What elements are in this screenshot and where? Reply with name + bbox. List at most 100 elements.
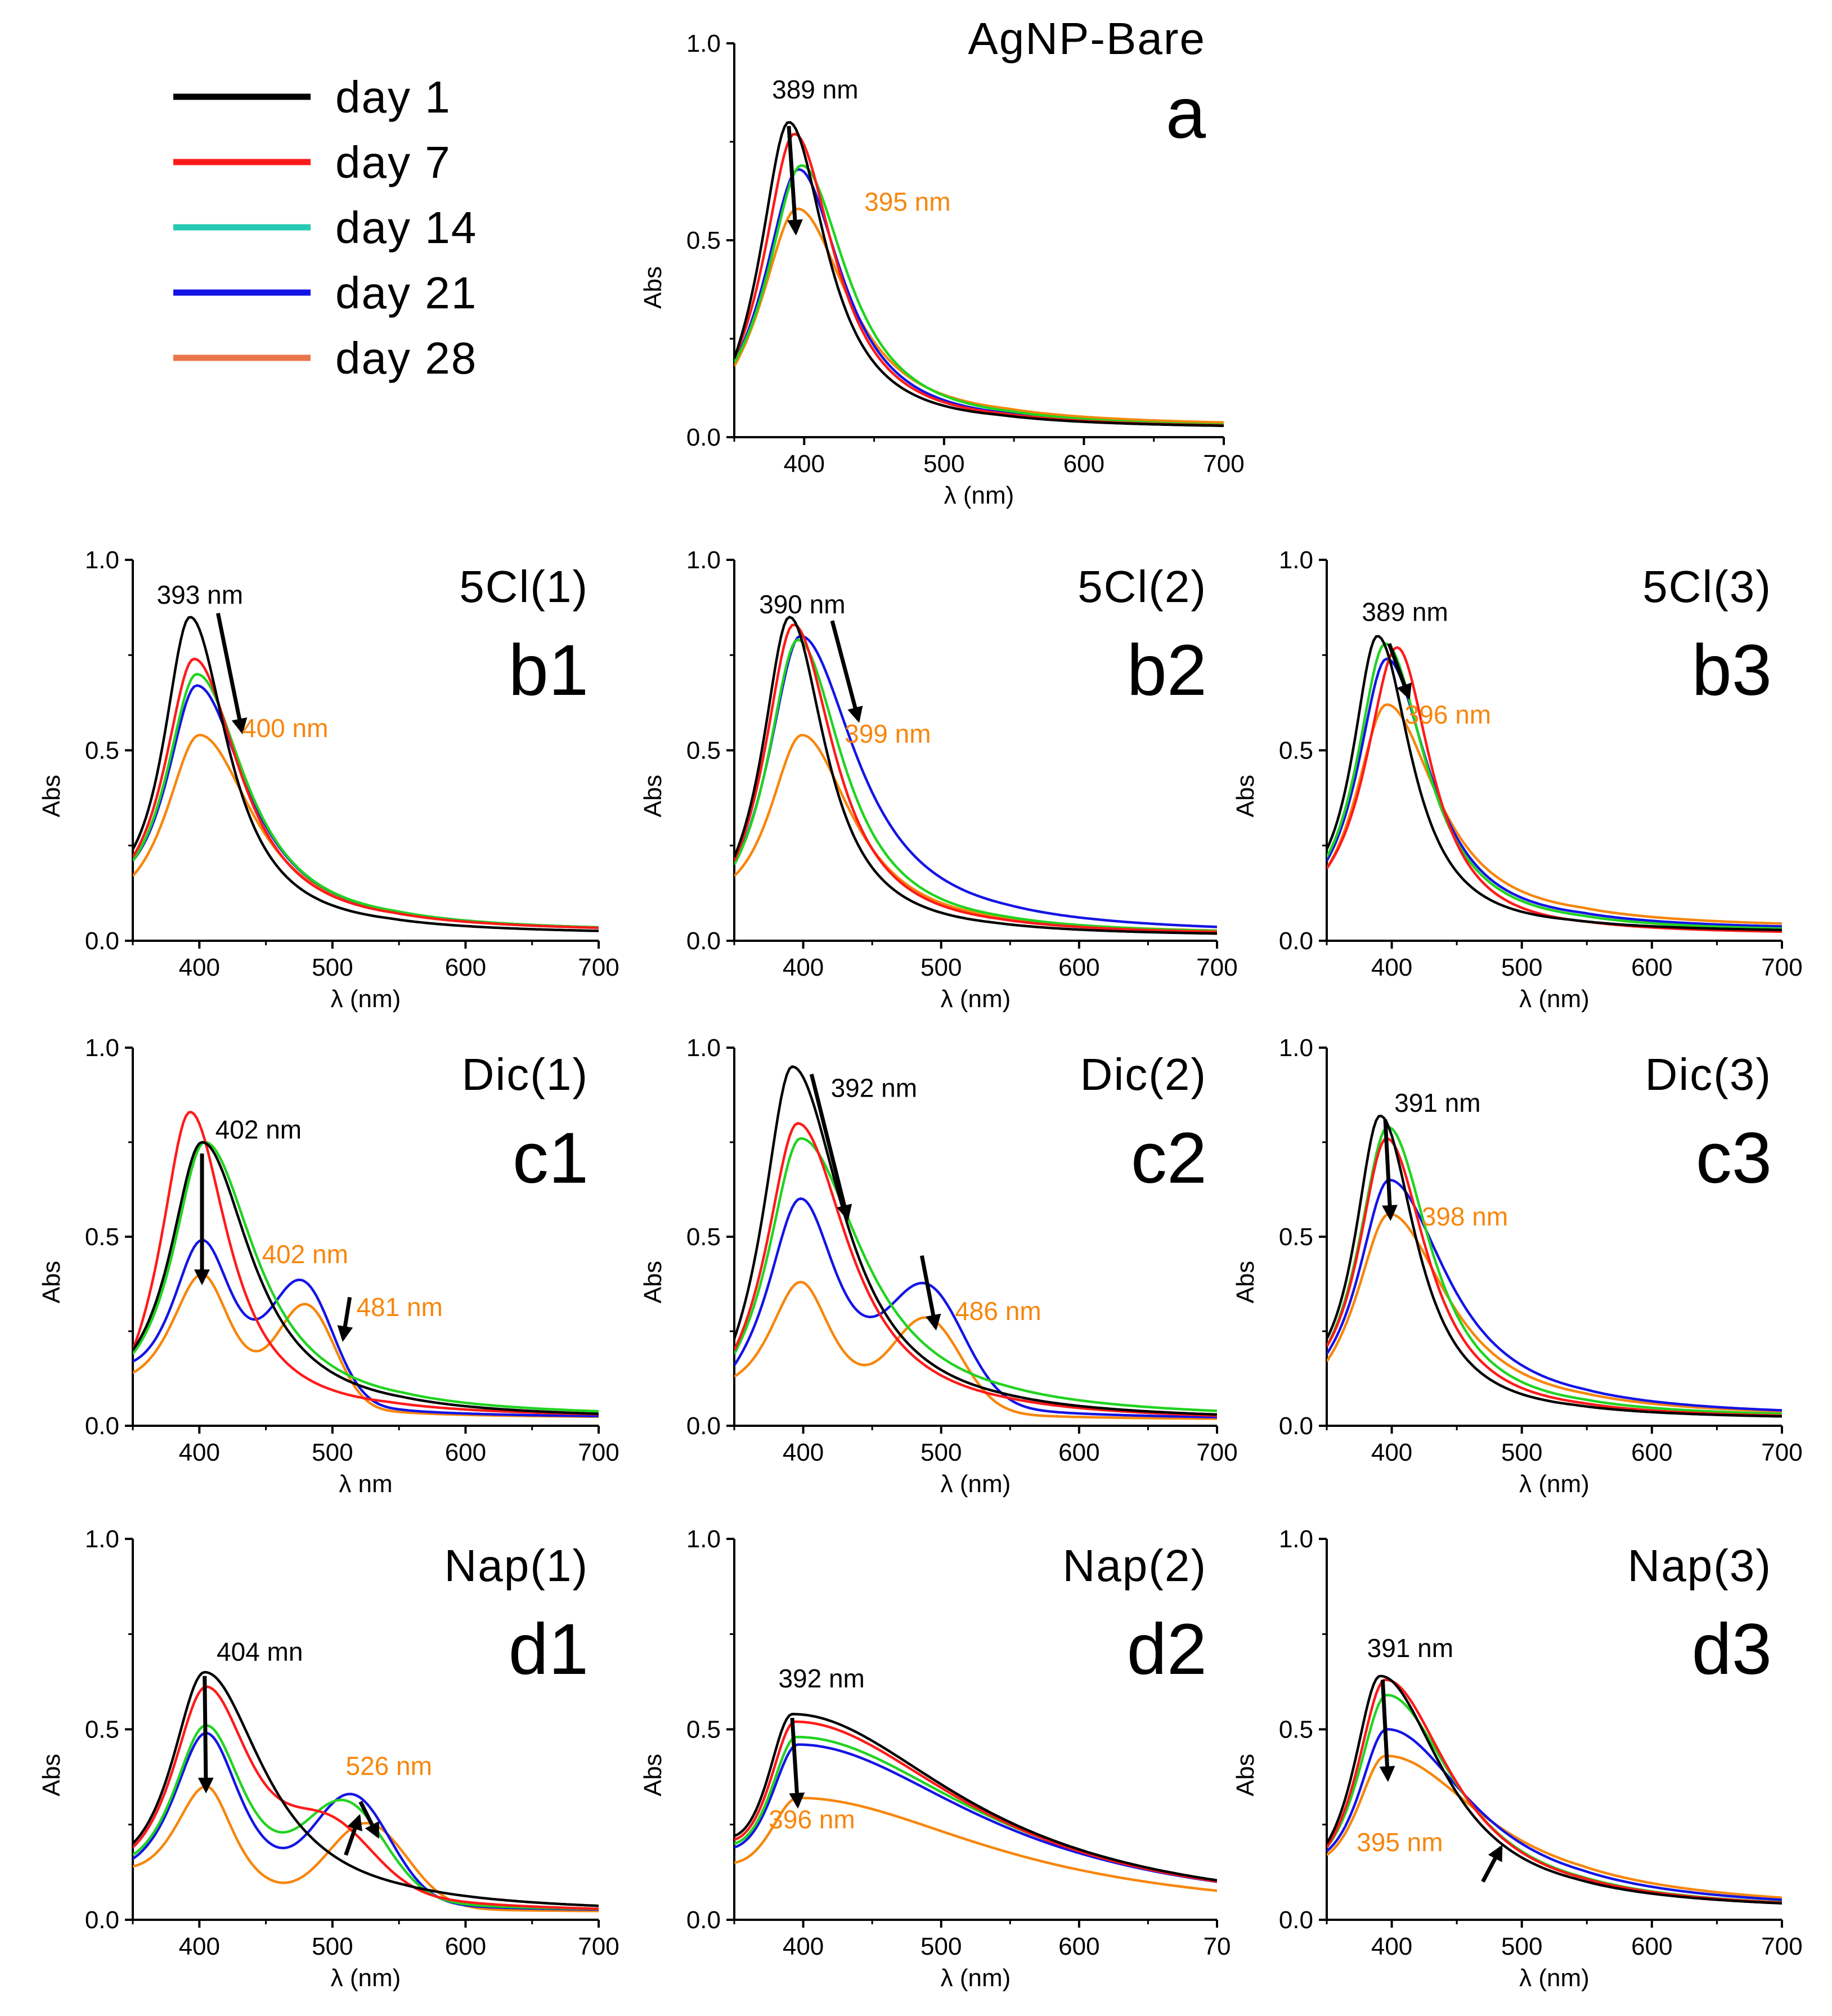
x-axis-title: λ (nm) bbox=[331, 985, 401, 1013]
y-tick-label: 0.5 bbox=[1279, 737, 1313, 765]
peak-annotation: 390 nm bbox=[759, 590, 845, 619]
series-b3-day-28 bbox=[1327, 703, 1782, 925]
peak-annotation: 389 nm bbox=[1362, 597, 1448, 626]
series-c3-day-14 bbox=[1327, 1126, 1782, 1416]
series-c2-day-21 bbox=[734, 1197, 1217, 1418]
series-c1-day-1 bbox=[133, 1141, 599, 1415]
panel-title: Nap(1) bbox=[444, 1541, 589, 1591]
series-b2-day-7 bbox=[734, 623, 1217, 933]
x-tick-label: 600 bbox=[1631, 1439, 1672, 1466]
x-axis-title: λ (nm) bbox=[941, 985, 1011, 1013]
series-c3-day-1 bbox=[1327, 1115, 1782, 1418]
peak-annotation: 393 nm bbox=[157, 580, 243, 609]
series-c3-day-28 bbox=[1327, 1213, 1782, 1413]
panel-title: Dic(2) bbox=[1080, 1049, 1207, 1099]
annotation-arrow bbox=[215, 613, 248, 735]
annotation-arrow bbox=[197, 1676, 214, 1794]
x-tick-label: 600 bbox=[445, 1439, 486, 1466]
x-tick-label: 700 bbox=[1196, 954, 1237, 981]
y-tick-label: 0.0 bbox=[1279, 1412, 1313, 1440]
x-axis-title: λ (nm) bbox=[331, 1964, 401, 1992]
peak-annotation: 396 nm bbox=[1405, 700, 1491, 729]
series-d1-day-7 bbox=[133, 1685, 599, 1910]
x-tick-label: 500 bbox=[921, 1933, 962, 1960]
y-tick-label: 1.0 bbox=[686, 1034, 721, 1062]
y-tick-label: 1.0 bbox=[686, 546, 721, 574]
x-tick-label: 400 bbox=[179, 1933, 220, 1960]
series-b1-day-7 bbox=[133, 657, 599, 930]
series-a-day-28 bbox=[734, 207, 1224, 424]
series-a-day-21 bbox=[734, 168, 1224, 426]
annotation-arrow bbox=[358, 1801, 380, 1839]
panel-d1: 400 500 600 700 0.0 0.5 1.0 λ (nm) Abs 404 mn 526 … bbox=[38, 1525, 619, 1992]
x-tick-label: 600 bbox=[1058, 1933, 1099, 1960]
y-tick-label: 0.5 bbox=[1279, 1223, 1313, 1251]
peak-annotation: 398 nm bbox=[1422, 1202, 1508, 1231]
y-axis-title: Abs bbox=[1232, 1261, 1259, 1304]
y-tick-label: 0.5 bbox=[686, 737, 721, 765]
peak-annotation: 395 nm bbox=[1357, 1828, 1443, 1857]
panel-letter: b2 bbox=[1127, 630, 1207, 711]
y-tick-label: 0.0 bbox=[1279, 927, 1313, 955]
annotation-arrow bbox=[337, 1296, 353, 1342]
x-tick-label: 500 bbox=[921, 954, 962, 981]
panel-title: Nap(2) bbox=[1062, 1541, 1207, 1591]
y-tick-label: 1.0 bbox=[85, 546, 119, 574]
panel-d3: 400 500 600 700 0.0 0.5 1.0 λ (nm) Abs 391 nm 395 … bbox=[1232, 1525, 1803, 1992]
panel-title: 5Cl(3) bbox=[1642, 562, 1772, 612]
x-tick-label: 400 bbox=[783, 1439, 824, 1466]
x-tick-label: 600 bbox=[1058, 1439, 1099, 1466]
y-axis-title: Abs bbox=[1232, 1754, 1259, 1797]
peak-annotation: 486 nm bbox=[955, 1296, 1041, 1326]
y-tick-label: 1.0 bbox=[85, 1034, 119, 1062]
panel-letter: d3 bbox=[1692, 1609, 1772, 1690]
series-b1-day-14 bbox=[133, 672, 599, 929]
series-d2-day-28 bbox=[734, 1797, 1217, 1892]
peak-annotation: 391 nm bbox=[1394, 1088, 1480, 1117]
peak-annotation: 392 nm bbox=[831, 1073, 917, 1102]
y-tick-label: 0.0 bbox=[686, 1412, 721, 1440]
series-a-day-14 bbox=[734, 164, 1224, 426]
x-tick-label: 500 bbox=[1501, 954, 1542, 981]
panel-c2: 400 500 600 700 0.0 0.5 1.0 λ (nm) Abs 392 nm 486 … bbox=[639, 1034, 1238, 1498]
x-axis-title: λ (nm) bbox=[941, 1964, 1011, 1992]
series-c1-day-14 bbox=[133, 1141, 599, 1413]
y-tick-label: 0.0 bbox=[85, 1906, 119, 1934]
x-tick-label: 400 bbox=[1371, 1439, 1412, 1466]
panel-c3: 400 500 600 700 0.0 0.5 1.0 λ (nm) Abs 391 nm 398 … bbox=[1232, 1034, 1803, 1498]
y-axis-title: Abs bbox=[639, 775, 667, 818]
series-c1-day-7 bbox=[133, 1111, 599, 1416]
panel-letter: b1 bbox=[509, 630, 589, 711]
x-tick-label: 600 bbox=[445, 954, 486, 981]
y-tick-label: 0.5 bbox=[686, 227, 721, 254]
x-axis-title: λ (nm) bbox=[1519, 1470, 1589, 1498]
y-axis-title: Abs bbox=[38, 1754, 65, 1797]
x-axis-title: λ (nm) bbox=[1519, 1964, 1589, 1992]
y-axis-title: Abs bbox=[639, 1754, 667, 1797]
y-tick-label: 0.0 bbox=[85, 927, 119, 955]
peak-annotation: 389 nm bbox=[772, 75, 858, 104]
x-tick-label: 500 bbox=[1501, 1439, 1542, 1466]
series-c2-day-1 bbox=[734, 1065, 1217, 1416]
annotation-arrow bbox=[830, 620, 863, 723]
panel-c1: 400 500 600 700 0.0 0.5 1.0 λ nm Abs 402 nm 402 nm… bbox=[38, 1034, 619, 1498]
panel-title: Dic(1) bbox=[462, 1049, 589, 1099]
x-tick-label: 700 bbox=[1761, 1933, 1802, 1960]
y-tick-label: 0.5 bbox=[686, 1223, 721, 1251]
series-b2-day-1 bbox=[734, 616, 1217, 935]
series-b3-day-1 bbox=[1327, 635, 1782, 932]
x-tick-label: 70 bbox=[1204, 1933, 1231, 1960]
x-tick-label: 600 bbox=[1631, 1933, 1672, 1960]
y-tick-label: 0.5 bbox=[85, 1223, 119, 1251]
y-axis-title: Abs bbox=[639, 266, 667, 309]
legend-label: day 14 bbox=[335, 203, 477, 253]
annotation-arrow bbox=[789, 1717, 805, 1809]
x-tick-label: 400 bbox=[179, 1439, 220, 1466]
y-tick-label: 1.0 bbox=[686, 30, 721, 57]
panel-title: Dic(3) bbox=[1645, 1049, 1772, 1099]
y-axis-title: Abs bbox=[38, 1261, 65, 1304]
x-tick-label: 500 bbox=[312, 1933, 353, 1960]
series-d3-day-28 bbox=[1327, 1754, 1782, 1899]
series-a-day-1 bbox=[734, 121, 1224, 428]
